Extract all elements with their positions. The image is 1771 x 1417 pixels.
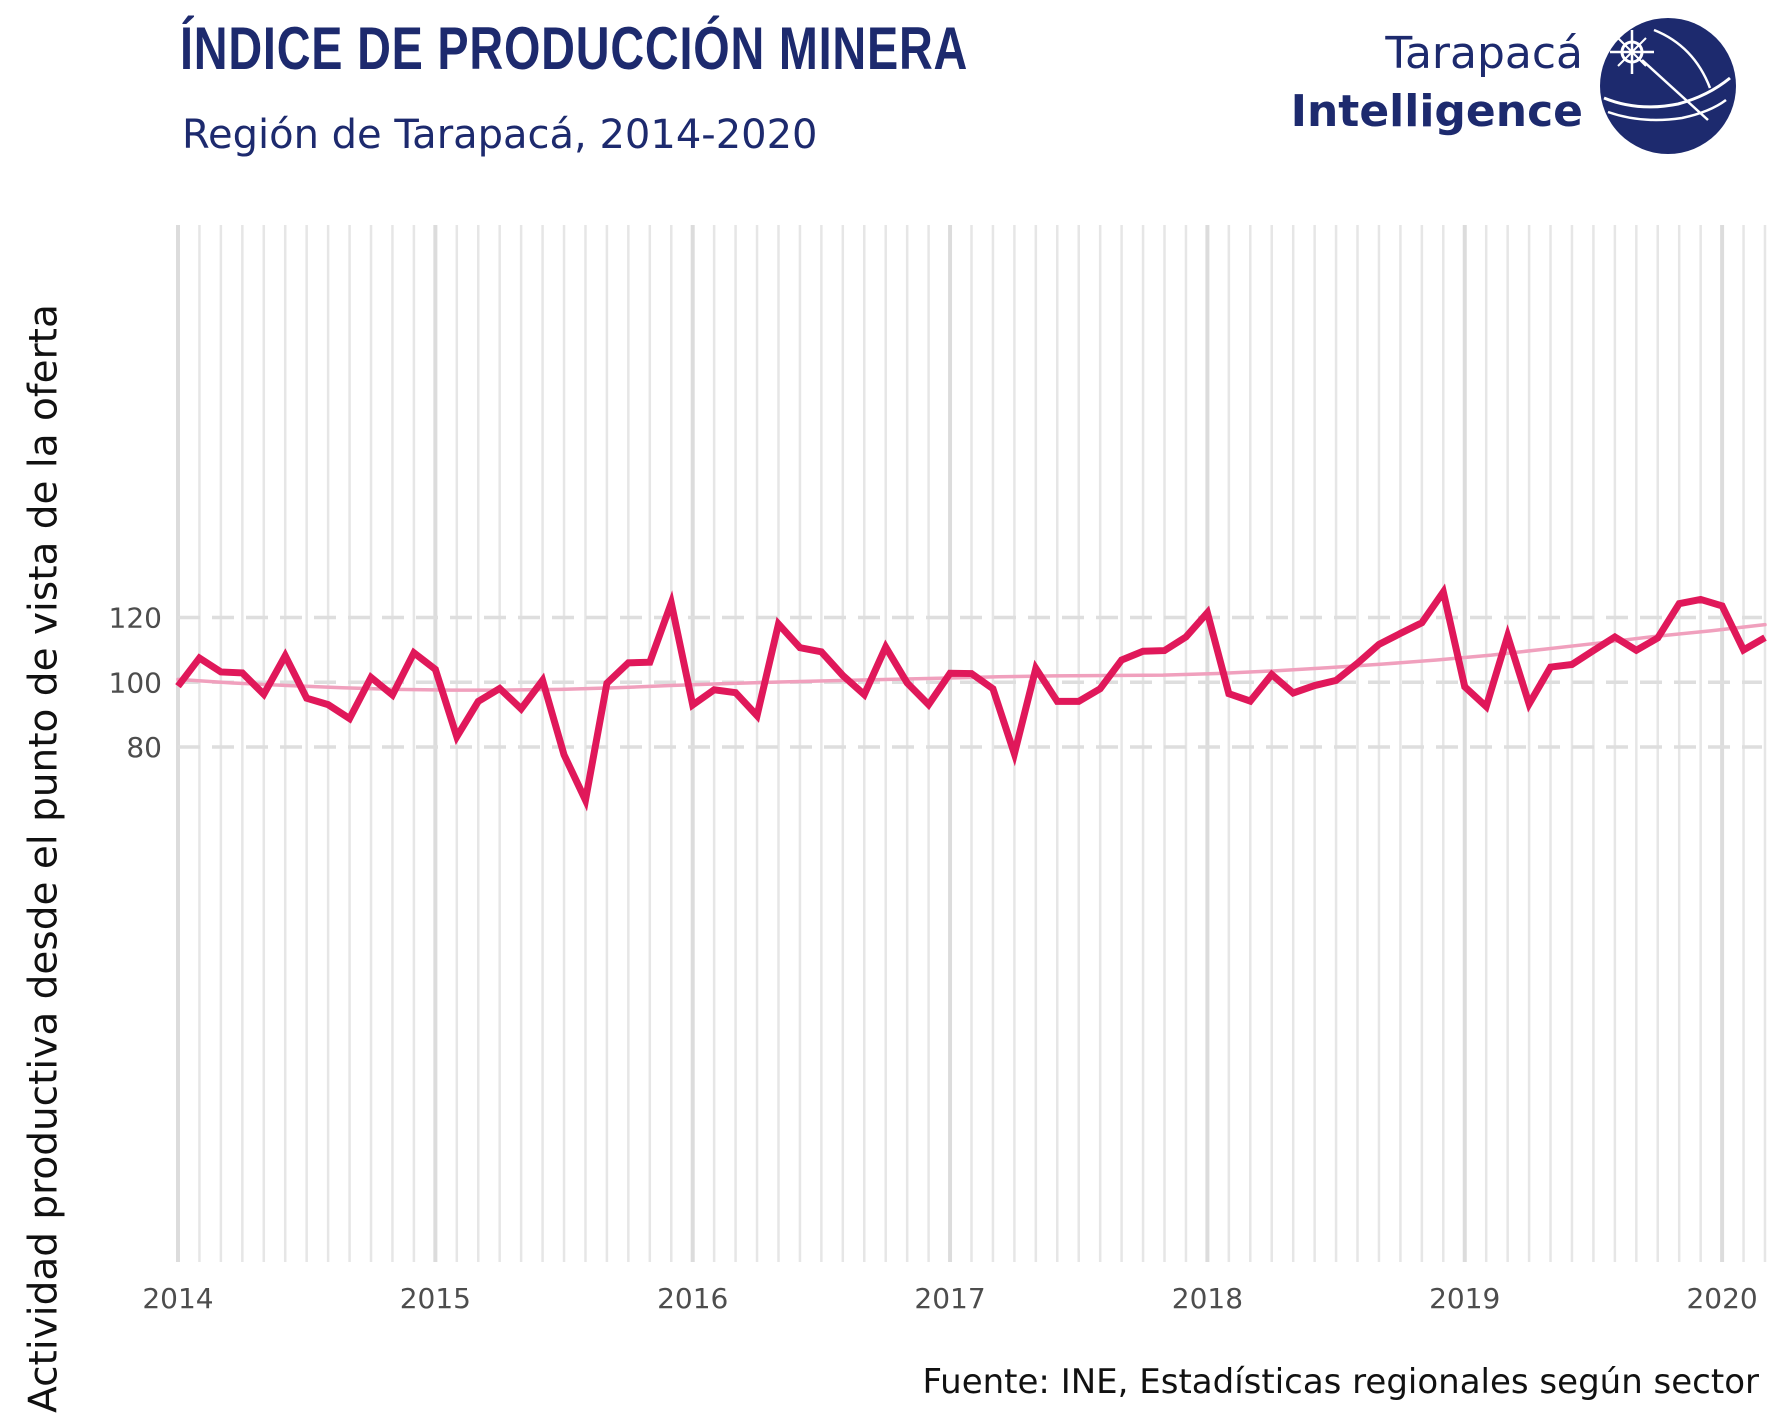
grid-lines bbox=[176, 225, 1767, 1262]
y-tick-label: 80 bbox=[126, 731, 162, 764]
globe-emblem-icon bbox=[1598, 18, 1736, 154]
main-series bbox=[175, 583, 1767, 812]
y-tick-label: 100 bbox=[109, 666, 162, 699]
x-tick-label: 2019 bbox=[1429, 1282, 1500, 1315]
y-tick-label: 120 bbox=[109, 602, 162, 635]
chart-title: ÍNDICE DE PRODUCCIÓN MINERA bbox=[180, 15, 969, 82]
x-tick-label: 2016 bbox=[657, 1282, 728, 1315]
x-tick-label: 2020 bbox=[1686, 1282, 1757, 1315]
chart-subtitle: Región de Tarapacá, 2014-2020 bbox=[182, 112, 818, 158]
x-tick-label: 2014 bbox=[142, 1282, 213, 1315]
x-tick-label: 2018 bbox=[1172, 1282, 1243, 1315]
x-tick-label: 2015 bbox=[400, 1282, 471, 1315]
brand-name-line2: Intelligence bbox=[1290, 86, 1583, 137]
source-note: Fuente: INE, Estadísticas regionales seg… bbox=[922, 1362, 1759, 1402]
y-axis-ticks: 80 100 120 bbox=[109, 602, 162, 765]
x-axis-ticks: 2014 2015 2016 2017 2018 2019 2020 bbox=[142, 1282, 1757, 1315]
brand-name-line1: Tarapacá bbox=[1385, 28, 1583, 79]
x-tick-label: 2017 bbox=[914, 1282, 985, 1315]
y-axis-label: Actividad productiva desde el punto de v… bbox=[21, 304, 67, 1413]
